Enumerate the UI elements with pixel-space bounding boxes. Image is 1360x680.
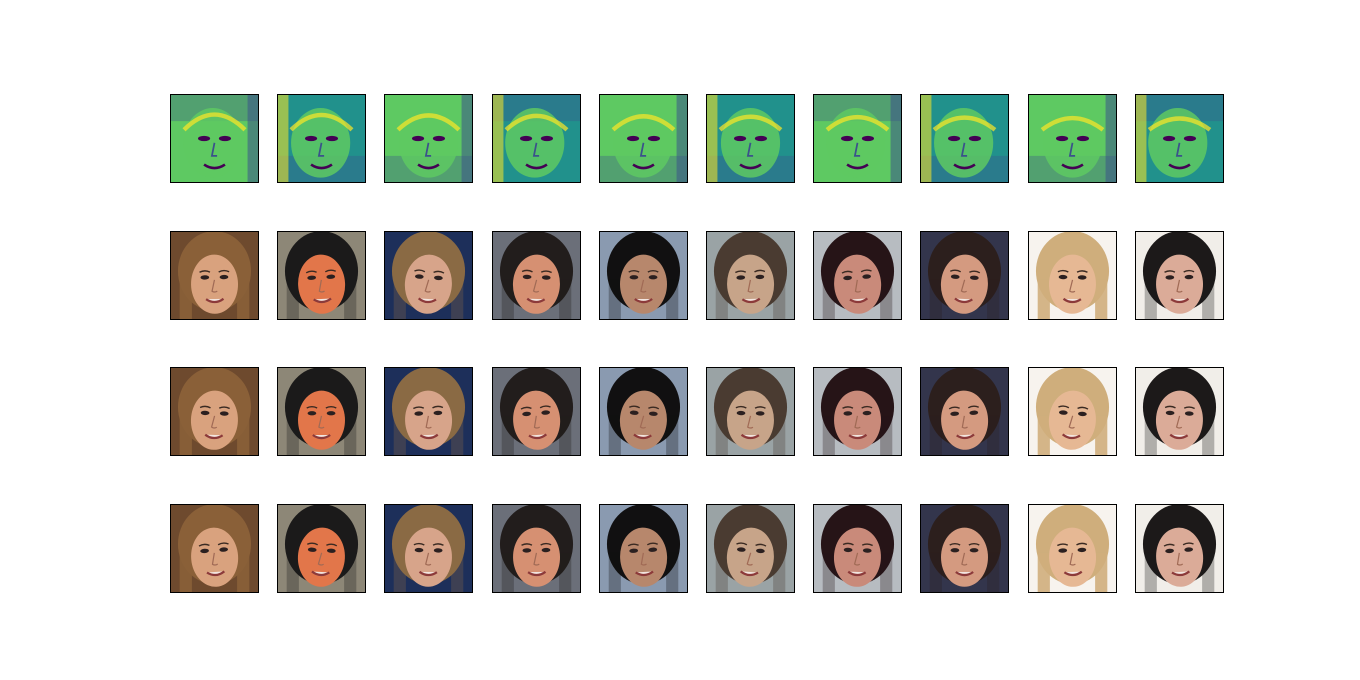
heatmap-tile <box>813 94 902 183</box>
heatmap-graphic <box>707 95 794 182</box>
heatmap-graphic <box>1029 95 1116 182</box>
face-image-tile <box>599 231 688 320</box>
face-image-tile <box>813 367 902 456</box>
heatmap-tile <box>384 94 473 183</box>
face-image-tile <box>706 367 795 456</box>
face-graphic <box>707 232 794 319</box>
face-image-tile <box>1135 504 1224 593</box>
face-image-tile <box>920 367 1009 456</box>
face-graphic <box>707 505 794 592</box>
heatmap-graphic <box>600 95 687 182</box>
face-image-tile <box>277 367 366 456</box>
heatmap-tile <box>277 94 366 183</box>
face-graphic <box>278 368 365 455</box>
face-graphic <box>385 505 472 592</box>
face-graphic <box>171 368 258 455</box>
face-image-tile <box>599 504 688 593</box>
face-graphic <box>1136 505 1223 592</box>
face-graphic <box>1136 232 1223 319</box>
face-image-tile <box>920 231 1009 320</box>
face-image-tile <box>706 231 795 320</box>
face-image-tile <box>1028 367 1117 456</box>
heatmap-tile <box>599 94 688 183</box>
heatmap-graphic <box>171 95 258 182</box>
face-image-tile <box>384 367 473 456</box>
heatmap-tile <box>920 94 1009 183</box>
face-graphic <box>921 232 1008 319</box>
heatmap-tile <box>170 94 259 183</box>
face-image-tile <box>1028 231 1117 320</box>
face-image-tile <box>170 367 259 456</box>
heatmap-graphic <box>385 95 472 182</box>
heatmap-graphic <box>814 95 901 182</box>
face-graphic <box>385 232 472 319</box>
face-graphic <box>1029 232 1116 319</box>
face-image-tile <box>170 231 259 320</box>
face-graphic <box>278 505 365 592</box>
face-graphic <box>171 505 258 592</box>
face-image-tile <box>706 504 795 593</box>
face-image-tile <box>492 367 581 456</box>
face-image-tile <box>813 504 902 593</box>
face-image-tile <box>1028 504 1117 593</box>
heatmap-graphic <box>493 95 580 182</box>
face-graphic <box>707 368 794 455</box>
face-graphic <box>493 232 580 319</box>
face-graphic <box>814 368 901 455</box>
face-graphic <box>1136 368 1223 455</box>
face-image-tile <box>813 231 902 320</box>
heatmap-tile <box>492 94 581 183</box>
face-image-tile <box>277 504 366 593</box>
heatmap-graphic <box>1136 95 1223 182</box>
face-graphic <box>600 505 687 592</box>
heatmap-graphic <box>921 95 1008 182</box>
face-image-tile <box>492 231 581 320</box>
face-graphic <box>493 368 580 455</box>
face-image-tile <box>492 504 581 593</box>
heatmap-tile <box>1028 94 1117 183</box>
face-graphic <box>278 232 365 319</box>
face-graphic <box>814 505 901 592</box>
face-graphic <box>814 232 901 319</box>
face-image-tile <box>170 504 259 593</box>
face-graphic <box>600 232 687 319</box>
face-graphic <box>171 232 258 319</box>
heatmap-tile <box>706 94 795 183</box>
face-graphic <box>921 505 1008 592</box>
face-image-tile <box>1135 367 1224 456</box>
face-graphic <box>385 368 472 455</box>
face-graphic <box>600 368 687 455</box>
heatmap-graphic <box>278 95 365 182</box>
face-image-tile <box>1135 231 1224 320</box>
heatmap-tile <box>1135 94 1224 183</box>
face-image-tile <box>384 504 473 593</box>
face-image-tile <box>384 231 473 320</box>
face-image-tile <box>920 504 1009 593</box>
face-image-tile <box>277 231 366 320</box>
face-graphic <box>1029 368 1116 455</box>
face-graphic <box>1029 505 1116 592</box>
face-image-tile <box>599 367 688 456</box>
face-graphic <box>921 368 1008 455</box>
face-graphic <box>493 505 580 592</box>
